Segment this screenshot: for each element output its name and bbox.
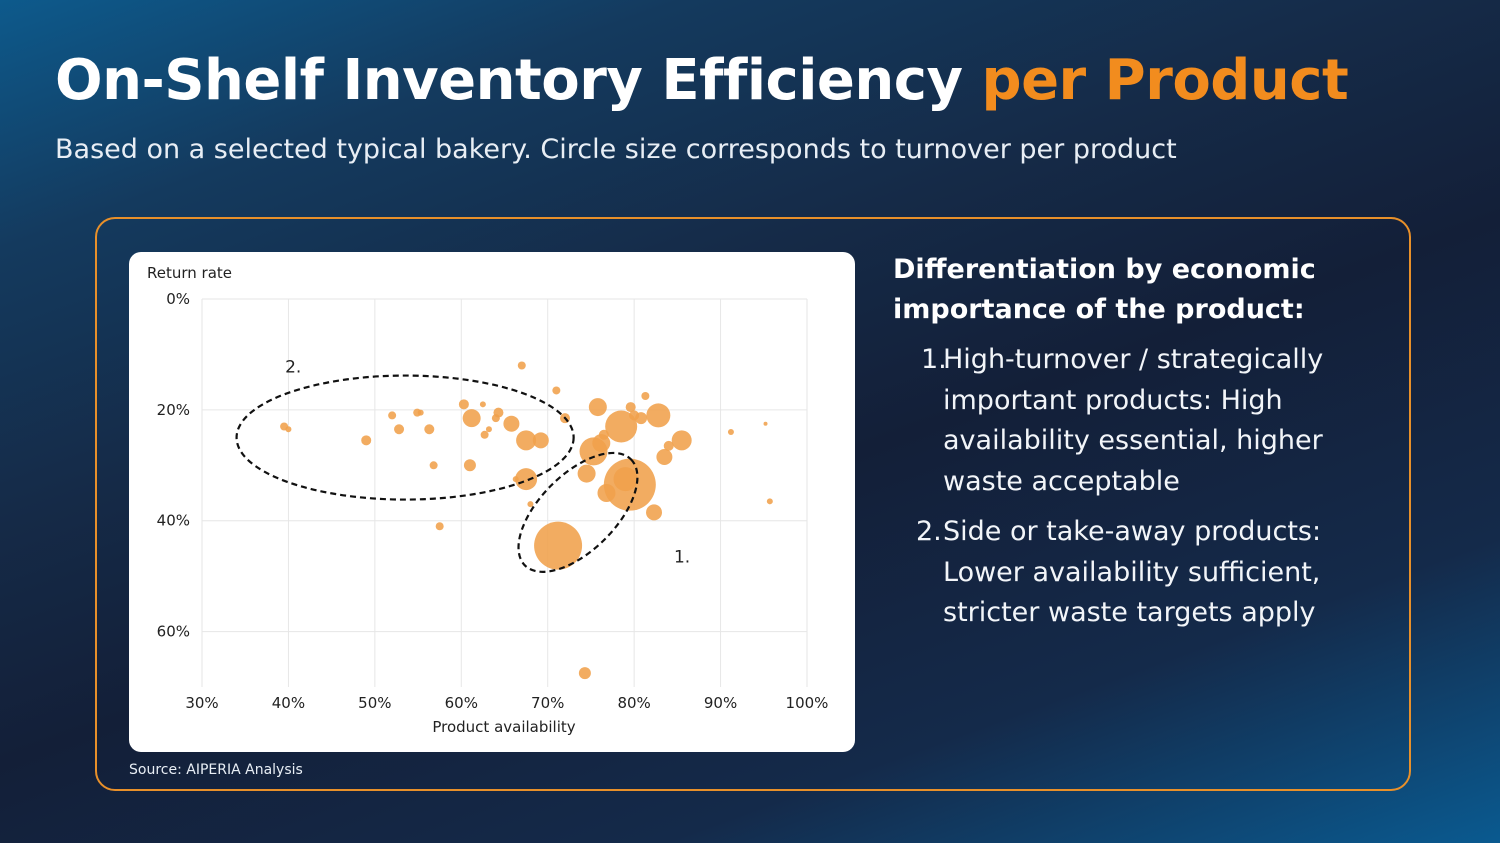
page-title: On-Shelf Inventory Efficiency per Produc… — [55, 48, 1349, 113]
data-point — [527, 501, 534, 508]
data-point — [598, 429, 609, 440]
data-point — [458, 399, 469, 410]
data-point — [613, 467, 638, 492]
data-point — [429, 461, 438, 470]
data-point — [485, 426, 492, 433]
x-tick-label: 80% — [617, 694, 650, 712]
title-main: On-Shelf Inventory Efficiency — [55, 48, 963, 113]
data-point — [285, 426, 292, 433]
data-point — [515, 468, 538, 491]
annotation-ellipse-1 — [517, 451, 639, 573]
point-item-1: 1. High-turnover / strategically importa… — [893, 340, 1383, 502]
annotation-ellipse-2 — [235, 374, 575, 501]
annotation-label-1: 1. — [674, 547, 690, 567]
y-axis-label: Return rate — [147, 264, 232, 282]
data-point — [417, 409, 424, 416]
data-point — [424, 424, 435, 435]
chart-card: 30% 40% 50% 60% 70% 80% 90% 100% 0% 20% 40% 60% 1.… — [129, 252, 855, 752]
data-point — [578, 667, 591, 680]
y-tick-label: 60% — [157, 623, 190, 641]
x-axis-label: Product availability — [432, 718, 575, 736]
data-point — [763, 421, 768, 426]
chart-annotations: 1. 2. — [235, 358, 690, 573]
page-subtitle: Based on a selected typical bakery. Circ… — [55, 134, 1177, 165]
data-point — [516, 430, 537, 451]
x-tick-label: 100% — [786, 694, 829, 712]
point-number: 1. — [921, 344, 947, 375]
data-point — [625, 402, 636, 413]
scatter-chart: 30% 40% 50% 60% 70% 80% 90% 100% 0% 20% 40% 60% 1.… — [147, 264, 828, 736]
explanation-panel: Differentiation by economic importance o… — [893, 250, 1383, 644]
x-tick-labels: 30% 40% 50% 60% 70% 80% 90% 100% — [185, 694, 828, 712]
chart-bubbles — [280, 361, 773, 680]
data-point — [361, 435, 372, 446]
data-point — [479, 401, 486, 408]
point-item-2: 2. Side or take-away products: Lower ava… — [893, 512, 1383, 634]
data-point — [480, 430, 489, 439]
x-tick-label: 50% — [358, 694, 391, 712]
points-list: 1. High-turnover / strategically importa… — [893, 340, 1383, 634]
data-point — [552, 386, 561, 395]
source-note: Source: AIPERIA Analysis — [129, 762, 303, 778]
annotation-label-2: 2. — [285, 358, 301, 378]
data-point — [503, 415, 520, 432]
x-tick-label: 90% — [704, 694, 737, 712]
data-point — [394, 424, 405, 435]
y-tick-label: 20% — [157, 401, 190, 419]
data-point — [534, 521, 583, 570]
data-point — [641, 392, 650, 400]
data-point — [656, 448, 673, 465]
data-point — [646, 403, 671, 428]
title-accent: per Product — [981, 48, 1349, 113]
data-point — [491, 414, 500, 423]
data-point — [671, 430, 692, 451]
point-number: 2. — [916, 516, 942, 547]
chart-grid — [201, 298, 808, 687]
data-point — [388, 411, 397, 420]
data-point — [517, 361, 526, 370]
y-tick-label: 0% — [166, 290, 190, 308]
data-point — [766, 498, 773, 505]
data-point — [605, 410, 638, 443]
y-tick-label: 40% — [157, 512, 190, 530]
data-point — [588, 398, 607, 417]
x-tick-label: 40% — [272, 694, 305, 712]
data-point — [629, 410, 640, 421]
x-tick-label: 70% — [531, 694, 564, 712]
x-tick-label: 60% — [445, 694, 478, 712]
data-point — [532, 432, 549, 449]
data-point — [727, 429, 734, 436]
data-point — [577, 464, 596, 483]
data-point — [663, 440, 674, 451]
point-text: High-turnover / strategically important … — [943, 344, 1324, 497]
x-tick-label: 30% — [185, 694, 218, 712]
data-point — [512, 476, 519, 483]
point-text: Side or take-away products: Lower availa… — [943, 516, 1322, 628]
data-point — [462, 409, 481, 428]
panel-heading: Differentiation by economic importance o… — [893, 254, 1316, 325]
y-tick-labels: 0% 20% 40% 60% — [157, 290, 190, 641]
data-point — [597, 484, 616, 502]
content-frame — [95, 217, 1411, 791]
data-point — [463, 459, 476, 472]
data-point — [646, 504, 663, 521]
data-point — [435, 522, 444, 531]
